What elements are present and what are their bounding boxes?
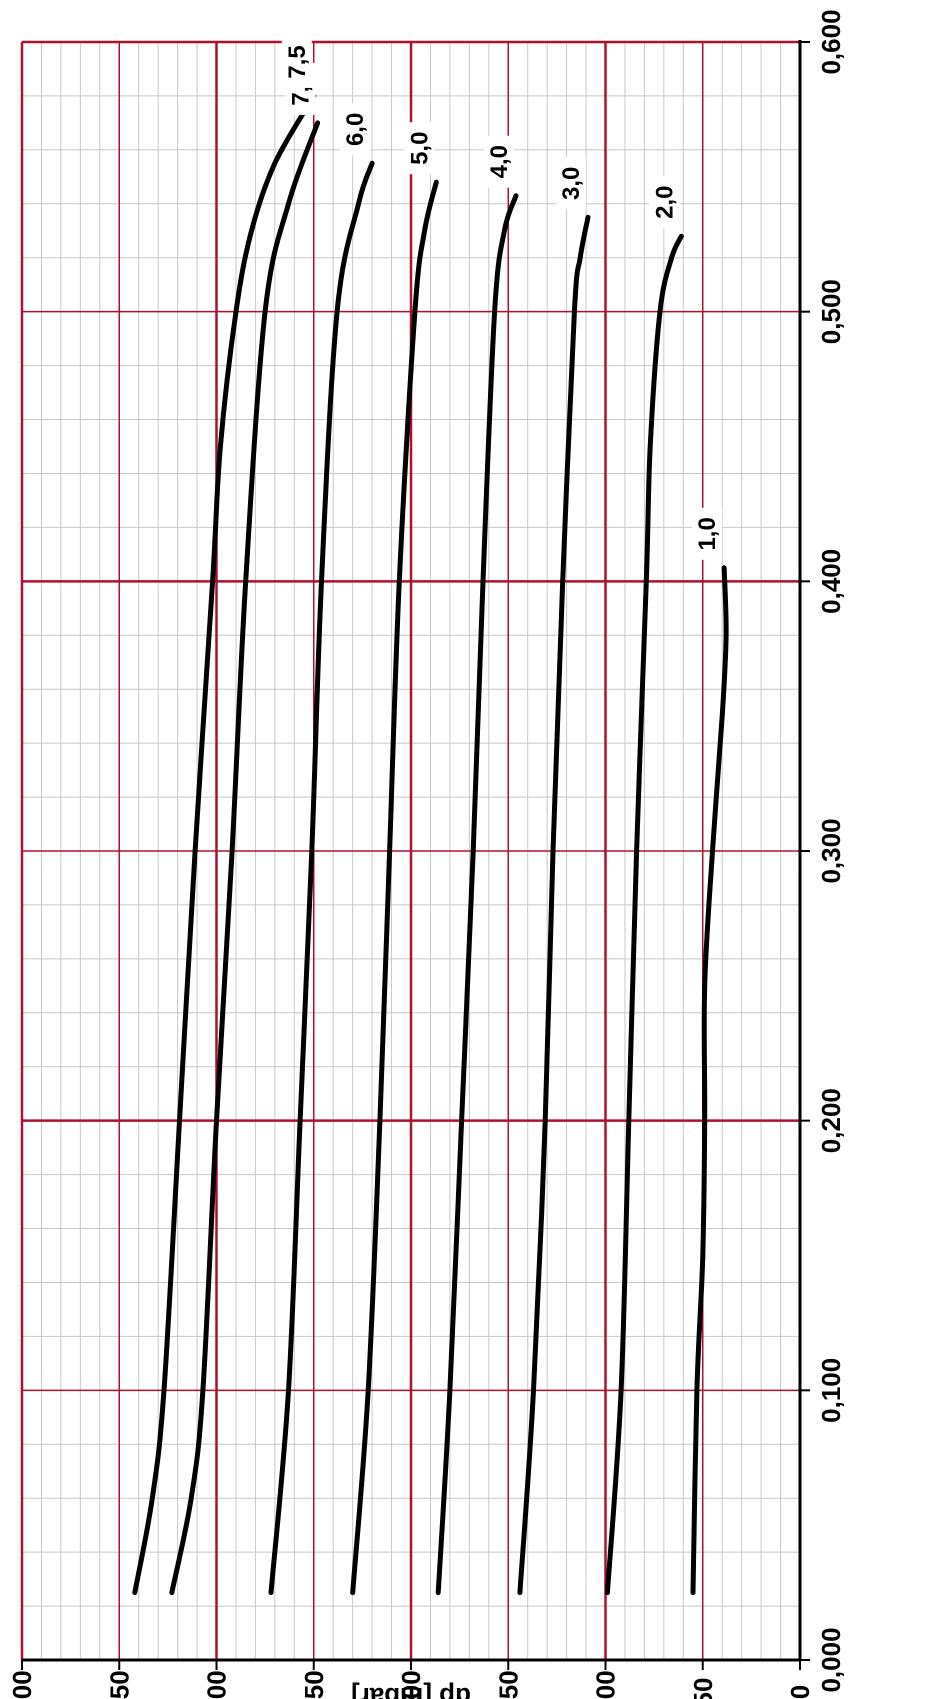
series-label-bg	[404, 122, 435, 175]
y-tick-label: 100	[591, 1670, 621, 1699]
series-label: 4,0	[486, 145, 513, 178]
series-label: 5,0	[406, 132, 433, 165]
x-tick-label: 0,100	[816, 1358, 846, 1423]
series-line	[435, 193, 519, 1596]
series-label: 2,0	[651, 185, 678, 218]
y-axis-ticks: 0 50 100 150 200 250 300 350 400	[7, 1660, 815, 1699]
series-line	[169, 120, 321, 1596]
series-label-bg	[555, 157, 586, 210]
y-tick-label: 200	[396, 1670, 426, 1699]
series-labels: 1,02,03,04,05,06,07,07,5	[281, 35, 723, 560]
series-label: 7,5	[284, 45, 311, 78]
series-line	[350, 179, 439, 1596]
series-label-bg	[340, 103, 371, 156]
series-line	[268, 160, 375, 1596]
series-label-bg	[649, 176, 680, 229]
series-label: 6,0	[342, 113, 369, 146]
x-tick-label: 0,200	[816, 1088, 846, 1153]
y-tick-label: 150	[493, 1670, 523, 1699]
series-label-bg	[281, 35, 312, 88]
y-axis-title: dp [mbar]	[351, 1682, 471, 1699]
y-tick-label: 350	[104, 1670, 134, 1699]
series-label: 1,0	[694, 517, 721, 550]
y-tick-label: 250	[299, 1670, 329, 1699]
y-tick-label: 0	[785, 1685, 815, 1699]
x-tick-label: 0,000	[816, 1627, 846, 1692]
x-tick-label: 0,500	[816, 279, 846, 344]
series-lines	[132, 93, 729, 1596]
y-tick-label: 300	[202, 1670, 232, 1699]
series-line	[132, 93, 317, 1596]
series-line	[517, 214, 591, 1596]
series-label-bg	[692, 507, 723, 560]
y-tick-label: 400	[7, 1670, 37, 1699]
x-tick-label: 0,300	[816, 818, 846, 883]
y-tick-label: 50	[688, 1678, 718, 1699]
series-line	[690, 565, 729, 1596]
series-label: 3,0	[558, 167, 585, 200]
series-label-bg	[484, 135, 515, 188]
x-axis-ticks: 0,000 0,100 0,200 0,300 0,400 0,500 0,600	[800, 9, 846, 1693]
x-tick-label: 0,600	[816, 9, 846, 74]
series-line	[604, 233, 684, 1596]
x-tick-label: 0,400	[816, 549, 846, 614]
